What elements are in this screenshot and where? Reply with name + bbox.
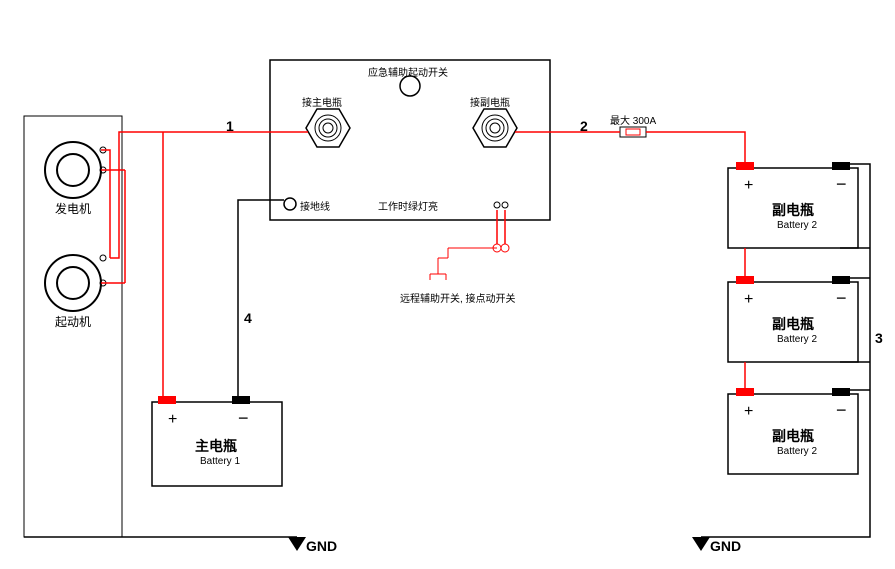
work-indicator-label: 工作时绿灯亮 <box>378 198 438 213</box>
main-battery-label: 主电瓶 <box>195 436 237 456</box>
num-4: 4 <box>244 310 252 326</box>
svg-text:−: − <box>836 400 847 420</box>
svg-text:−: − <box>836 174 847 194</box>
ground-line-label: 接地线 <box>300 198 330 213</box>
emergency-button <box>400 76 420 96</box>
remote-switch-label: 远程辅助开关, 接点动开关 <box>400 290 516 305</box>
terminal-main-label: 接主电瓶 <box>302 94 342 109</box>
generator-label: 发电机 <box>55 200 91 217</box>
starter-inner <box>57 267 89 299</box>
terminal-bolt-left <box>306 109 350 147</box>
svg-text:+: + <box>168 411 177 428</box>
gnd-right-label: GND <box>710 538 741 554</box>
gnd-right-symbol <box>692 537 710 551</box>
aux-battery-2-label: 副电瓶 <box>772 314 814 334</box>
aux-battery-2-en: Battery 2 <box>777 334 817 345</box>
wiring-diagram: + − + − + − + − <box>0 0 895 569</box>
aux-battery-3-en: Battery 2 <box>777 446 817 457</box>
starter-outer <box>45 255 101 311</box>
fuse-label: 最大 300A <box>610 112 656 127</box>
remote-switch-icon <box>430 258 446 280</box>
aux-battery-1-label: 副电瓶 <box>772 200 814 220</box>
generator-outer <box>45 142 101 198</box>
svg-text:+: + <box>744 403 753 420</box>
aux-battery-3-label: 副电瓶 <box>772 426 814 446</box>
gnd-left-symbol <box>288 537 306 551</box>
starter-label: 起动机 <box>55 313 91 330</box>
terminal-aux-label: 接副电瓶 <box>470 94 510 109</box>
emergency-switch-label: 应急辅助起动开关 <box>368 64 448 79</box>
svg-text:−: − <box>836 288 847 308</box>
num-3: 3 <box>875 330 883 346</box>
svg-text:+: + <box>744 291 753 308</box>
terminal-bolt-right <box>473 109 517 147</box>
generator-inner <box>57 154 89 186</box>
ground-bolt <box>284 198 296 210</box>
main-battery-en: Battery 1 <box>200 456 240 467</box>
aux-battery-1-en: Battery 2 <box>777 220 817 231</box>
svg-text:−: − <box>238 408 249 428</box>
num-2: 2 <box>580 118 588 134</box>
num-1: 1 <box>226 118 234 134</box>
gnd-left-label: GND <box>306 538 337 554</box>
wires-red <box>101 132 745 398</box>
svg-text:+: + <box>744 177 753 194</box>
